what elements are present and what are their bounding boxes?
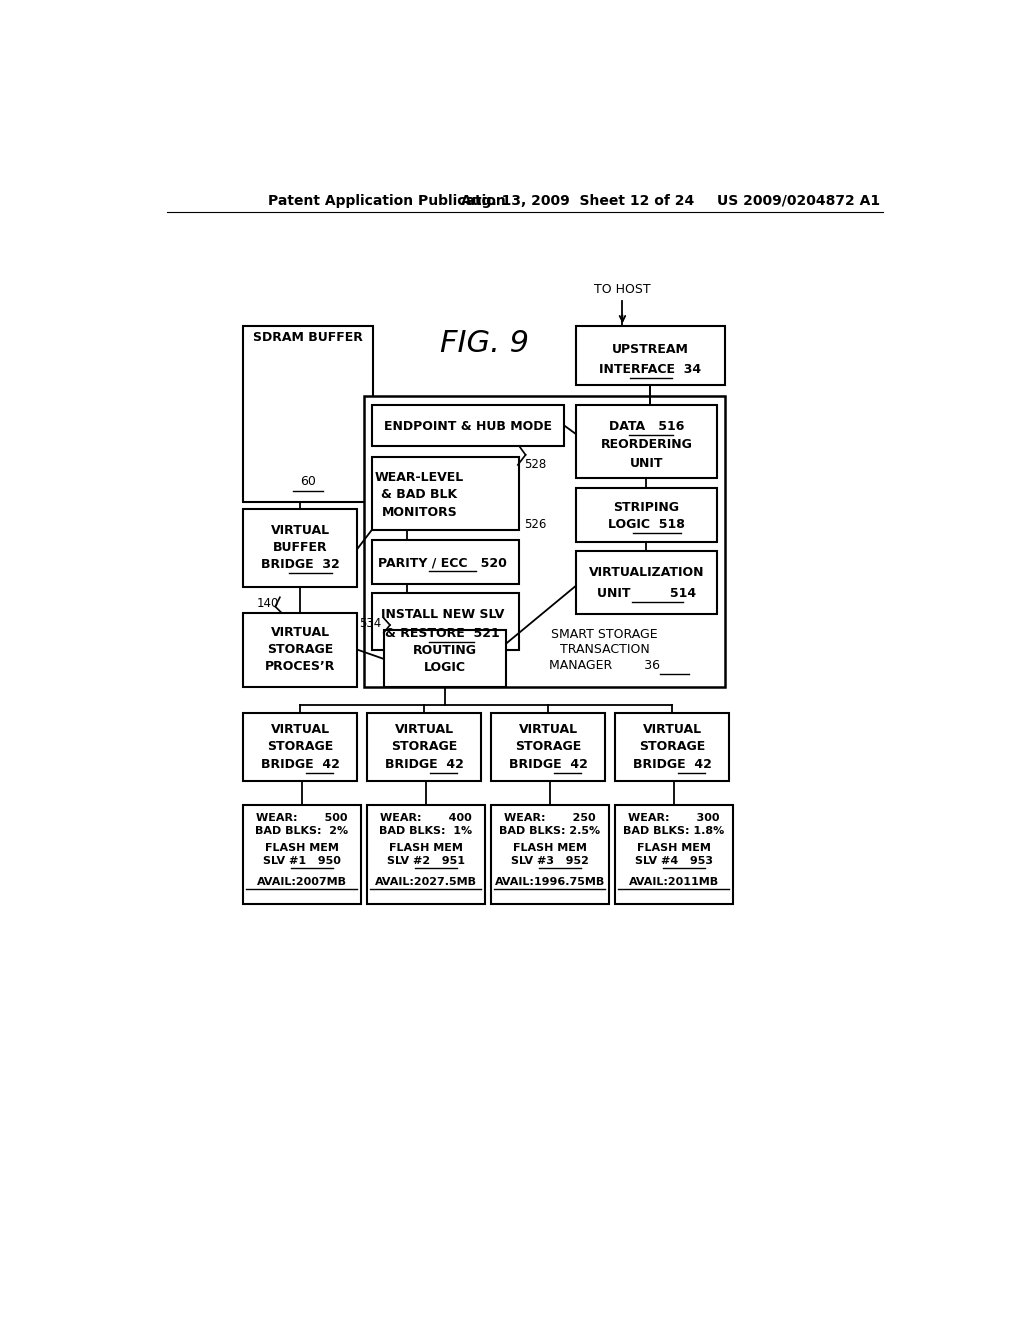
Text: FIG. 9: FIG. 9 xyxy=(440,329,529,358)
Text: WEAR:       400: WEAR: 400 xyxy=(380,813,471,824)
Bar xyxy=(372,594,519,649)
Text: MONITORS: MONITORS xyxy=(382,506,458,519)
Bar xyxy=(372,457,519,531)
Text: BAD BLKS:  1%: BAD BLKS: 1% xyxy=(379,826,472,837)
Text: DATA   516: DATA 516 xyxy=(609,420,684,433)
Bar xyxy=(367,805,484,904)
Text: AVAIL:2011MB: AVAIL:2011MB xyxy=(629,878,719,887)
Bar xyxy=(490,713,605,780)
Bar xyxy=(575,488,717,543)
Text: INTERFACE  34: INTERFACE 34 xyxy=(599,363,701,376)
Text: BAD BLKS:  2%: BAD BLKS: 2% xyxy=(255,826,348,837)
Text: ENDPOINT & HUB MODE: ENDPOINT & HUB MODE xyxy=(384,420,552,433)
Text: VIRTUAL: VIRTUAL xyxy=(270,524,330,537)
Bar xyxy=(384,630,506,686)
Text: WEAR:       250: WEAR: 250 xyxy=(504,813,595,824)
Text: SLV #3   952: SLV #3 952 xyxy=(511,855,589,866)
Bar xyxy=(243,612,357,686)
Text: VIRTUALIZATION: VIRTUALIZATION xyxy=(589,566,705,579)
Bar xyxy=(372,405,564,446)
Text: FLASH MEM: FLASH MEM xyxy=(513,842,587,853)
Text: 526: 526 xyxy=(524,517,547,531)
Text: AVAIL:1996.75MB: AVAIL:1996.75MB xyxy=(495,878,605,887)
Text: SMART STORAGE: SMART STORAGE xyxy=(551,628,658,640)
Text: TO HOST: TO HOST xyxy=(594,282,651,296)
Text: BRIDGE  42: BRIDGE 42 xyxy=(633,758,712,771)
Text: STORAGE: STORAGE xyxy=(267,643,333,656)
Text: VIRTUAL: VIRTUAL xyxy=(394,723,454,737)
Text: FLASH MEM: FLASH MEM xyxy=(389,842,463,853)
Text: FLASH MEM: FLASH MEM xyxy=(264,842,339,853)
Text: AVAIL:2007MB: AVAIL:2007MB xyxy=(257,878,346,887)
Text: REORDERING: REORDERING xyxy=(600,438,692,451)
Bar xyxy=(243,805,360,904)
Text: WEAR-LEVEL: WEAR-LEVEL xyxy=(375,471,464,484)
Bar xyxy=(614,713,729,780)
Text: UNIT         514: UNIT 514 xyxy=(597,587,696,601)
Text: VIRTUAL: VIRTUAL xyxy=(270,626,330,639)
Text: BRIDGE  42: BRIDGE 42 xyxy=(261,758,340,771)
Bar xyxy=(372,540,519,585)
Text: Patent Application Publication: Patent Application Publication xyxy=(267,194,505,207)
Text: STRIPING: STRIPING xyxy=(613,500,680,513)
Text: & RESTORE  521: & RESTORE 521 xyxy=(385,627,500,640)
Text: BRIDGE  32: BRIDGE 32 xyxy=(261,557,339,570)
Text: PROCES’R: PROCES’R xyxy=(265,660,335,673)
Bar xyxy=(490,805,608,904)
Text: SDRAM BUFFER: SDRAM BUFFER xyxy=(253,330,362,343)
Text: UPSTREAM: UPSTREAM xyxy=(612,343,689,356)
Text: WEAR:       300: WEAR: 300 xyxy=(628,813,719,824)
Bar xyxy=(575,552,717,614)
Text: US 2009/0204872 A1: US 2009/0204872 A1 xyxy=(717,194,880,207)
Text: SLV #1   950: SLV #1 950 xyxy=(263,855,341,866)
Bar xyxy=(575,326,725,385)
Text: MANAGER        36: MANAGER 36 xyxy=(549,659,660,672)
Text: SLV #2   951: SLV #2 951 xyxy=(387,855,465,866)
Bar xyxy=(365,396,725,686)
Text: LOGIC  518: LOGIC 518 xyxy=(608,519,685,532)
Text: 140: 140 xyxy=(257,597,280,610)
Text: BAD BLKS: 1.8%: BAD BLKS: 1.8% xyxy=(623,826,724,837)
Text: WEAR:       500: WEAR: 500 xyxy=(256,813,347,824)
Text: UNIT: UNIT xyxy=(630,457,664,470)
Text: STORAGE: STORAGE xyxy=(391,741,457,754)
Text: STORAGE: STORAGE xyxy=(639,741,706,754)
Text: 534: 534 xyxy=(359,616,381,630)
Text: BRIDGE  42: BRIDGE 42 xyxy=(385,758,464,771)
Text: BUFFER: BUFFER xyxy=(272,541,328,554)
Text: VIRTUAL: VIRTUAL xyxy=(642,723,701,737)
Text: Aug. 13, 2009  Sheet 12 of 24: Aug. 13, 2009 Sheet 12 of 24 xyxy=(461,194,694,207)
Text: BRIDGE  42: BRIDGE 42 xyxy=(509,758,588,771)
Text: TRANSACTION: TRANSACTION xyxy=(560,643,649,656)
Bar xyxy=(367,713,481,780)
Text: & BAD BLK: & BAD BLK xyxy=(381,488,458,502)
Text: STORAGE: STORAGE xyxy=(515,741,582,754)
Bar xyxy=(575,405,717,478)
Text: FLASH MEM: FLASH MEM xyxy=(637,842,711,853)
Text: SLV #4   953: SLV #4 953 xyxy=(635,855,713,866)
Bar xyxy=(614,805,732,904)
Text: STORAGE: STORAGE xyxy=(267,741,333,754)
Text: 60: 60 xyxy=(300,475,315,488)
Text: BAD BLKS: 2.5%: BAD BLKS: 2.5% xyxy=(499,826,600,837)
Text: AVAIL:2027.5MB: AVAIL:2027.5MB xyxy=(375,878,476,887)
Text: PARITY / ECC   520: PARITY / ECC 520 xyxy=(378,556,507,569)
Text: 528: 528 xyxy=(524,458,546,471)
Text: LOGIC: LOGIC xyxy=(424,661,466,675)
Bar xyxy=(243,508,357,587)
Text: VIRTUAL: VIRTUAL xyxy=(270,723,330,737)
Text: VIRTUAL: VIRTUAL xyxy=(518,723,578,737)
Bar xyxy=(243,326,373,502)
Text: INSTALL NEW SLV: INSTALL NEW SLV xyxy=(381,607,505,620)
Bar xyxy=(243,713,357,780)
Text: ROUTING: ROUTING xyxy=(413,644,477,657)
